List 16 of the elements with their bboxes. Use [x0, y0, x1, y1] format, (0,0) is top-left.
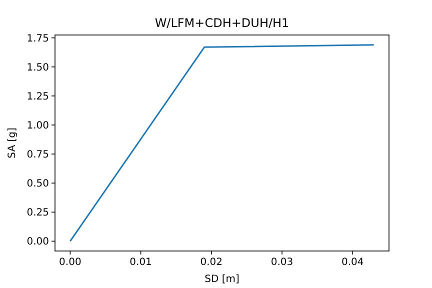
y-tick-label: 1.25: [26, 91, 49, 102]
x-tick-label: 0.04: [342, 257, 364, 268]
y-tick-label: 0.75: [26, 150, 49, 161]
y-tick-label: 0.00: [26, 236, 49, 248]
x-axis-title: SD [m]: [204, 274, 240, 285]
x-tick-label: 0.00: [59, 257, 82, 268]
x-tick-label: 0.02: [200, 257, 223, 268]
y-tick-label: 0.50: [26, 178, 49, 190]
y-tick-label: 1.00: [26, 120, 49, 132]
y-axis-title: SA [g]: [7, 128, 18, 158]
y-tick-label: 1.75: [26, 33, 49, 44]
x-tick-label: 0.03: [270, 257, 294, 268]
x-tick-label: 0.01: [130, 257, 152, 268]
chart-title: W/LFM+CDH+DUH/H1: [154, 16, 290, 30]
y-tick-label: 1.50: [26, 62, 49, 74]
y-tick-label: 0.25: [26, 208, 49, 219]
